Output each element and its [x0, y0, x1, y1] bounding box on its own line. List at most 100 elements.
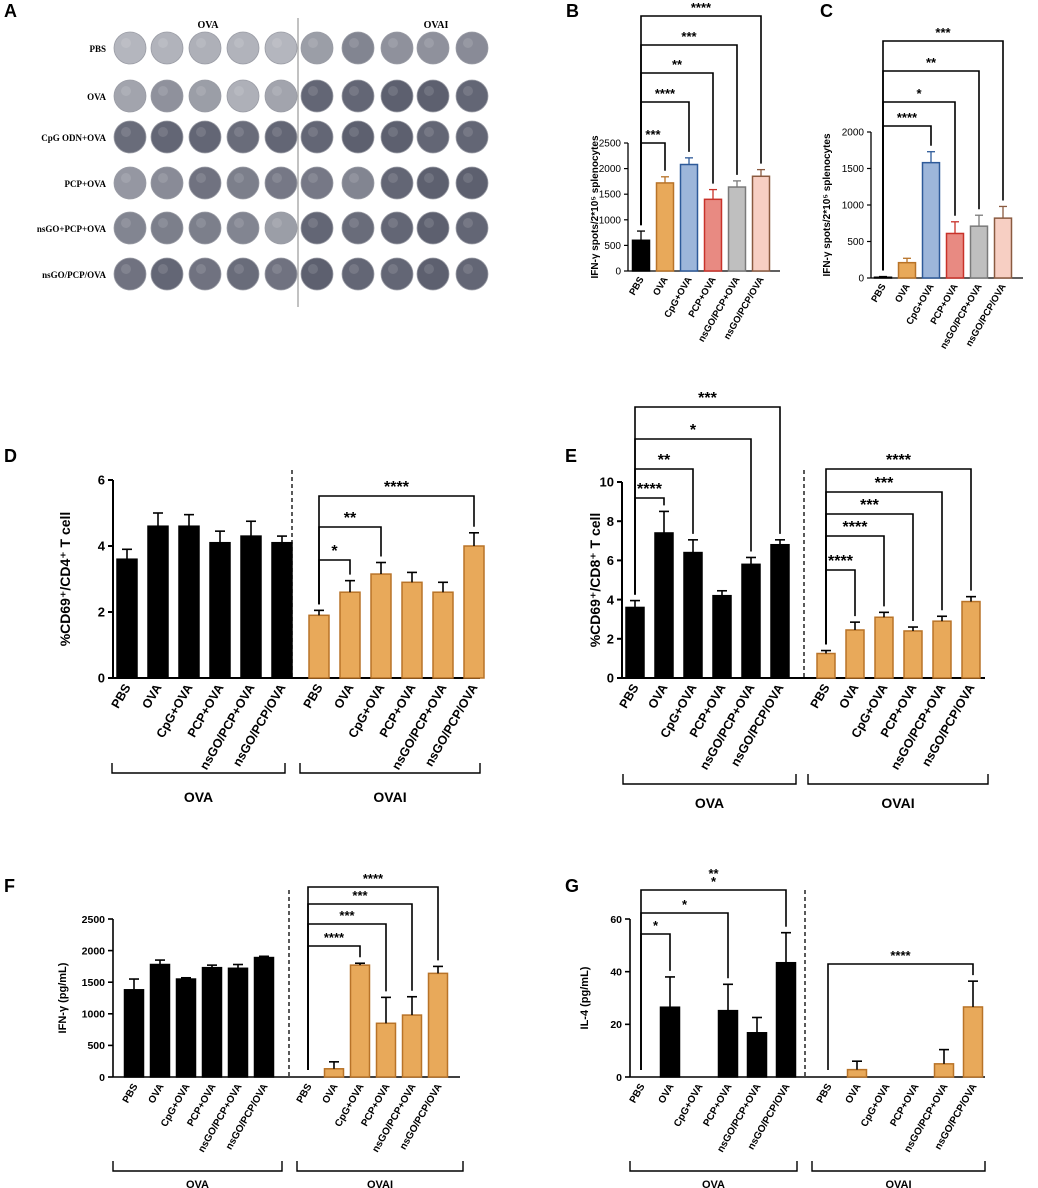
y-tick-label: 60	[610, 914, 622, 926]
plate-well	[113, 120, 147, 154]
plate-row-label: OVA	[87, 92, 106, 102]
plate-well	[226, 257, 260, 291]
significance-bracket	[825, 513, 914, 645]
x-tick-label: OVA	[147, 1082, 167, 1106]
plate-well-highlight	[388, 127, 398, 137]
group-bracket	[807, 774, 989, 785]
plate-well-highlight	[463, 127, 473, 137]
group-label: OVAI	[881, 795, 914, 811]
bar	[846, 1068, 868, 1078]
plate-well	[341, 31, 375, 65]
bar	[631, 239, 651, 272]
y-tick-label: 0	[858, 274, 864, 285]
plate-well-highlight	[424, 86, 434, 96]
group-label: OVAI	[367, 1179, 393, 1188]
bar	[679, 163, 699, 272]
plate-header-ova: OVA	[198, 20, 220, 31]
bar	[116, 558, 138, 679]
plate-well-highlight	[272, 86, 282, 96]
panel-a: A OVA OVAI PBS OVA CpG ODN+OVA PCP+OVA nsGO+PCP…	[4, 1, 489, 307]
y-tick-label: 2000	[82, 945, 106, 957]
plate-well	[188, 166, 222, 200]
plate-well-highlight	[121, 38, 131, 48]
significance-stars: ****	[897, 110, 918, 125]
significance-stars: ***	[645, 127, 661, 142]
significance-stars: ****	[843, 519, 869, 536]
y-tick-label: 1000	[599, 215, 622, 226]
bar	[178, 525, 200, 679]
bar	[654, 532, 674, 679]
plate-well-highlight	[272, 218, 282, 228]
x-tick-label: PCP+OVA	[888, 1082, 921, 1129]
y-axis-label: %CD69⁺/CD8⁺ T cell	[587, 513, 603, 648]
panel-c: C 0 500 1000 1500 2000 IFN-γ spots/2*10⁵ splen…	[820, 1, 1023, 351]
significance-stars: ****	[384, 479, 410, 496]
plate-well-highlight	[349, 218, 359, 228]
plate-well-highlight	[196, 127, 206, 137]
plate-well-highlight	[158, 173, 168, 183]
plate-well	[188, 31, 222, 65]
bar	[427, 972, 449, 1078]
significance-stars: **	[672, 57, 683, 72]
bar	[655, 182, 675, 272]
x-tick-label: CpG+OVA	[672, 1082, 705, 1129]
plate-well	[300, 211, 334, 245]
significance-bracket	[827, 963, 974, 1070]
plate-well-highlight	[196, 86, 206, 96]
x-tick-label: PBS	[808, 682, 833, 711]
x-tick-label: PBS	[617, 682, 642, 711]
plate-well	[150, 166, 184, 200]
plate-well-highlight	[463, 86, 473, 96]
y-axis-label: IL-4 (pg/mL)	[579, 966, 591, 1029]
plate-well-highlight	[196, 38, 206, 48]
significance-stars: **	[344, 510, 357, 527]
y-tick-label: 0	[98, 671, 105, 686]
plate-well	[455, 166, 489, 200]
significance-stars: ****	[691, 0, 712, 15]
plate-well	[188, 211, 222, 245]
significance-bracket	[882, 101, 956, 271]
bar	[659, 1006, 681, 1078]
plate-well	[341, 79, 375, 113]
y-tick-label: 2000	[842, 128, 865, 139]
bar	[816, 652, 836, 679]
plate-well	[264, 120, 298, 154]
group-label: OVA	[702, 1179, 725, 1188]
bar	[227, 967, 249, 1078]
bar	[903, 630, 923, 679]
group-bracket	[111, 763, 286, 774]
plate-well	[264, 79, 298, 113]
plate-well-highlight	[463, 38, 473, 48]
bar	[932, 620, 952, 679]
plate-well-highlight	[349, 173, 359, 183]
significance-bracket	[825, 468, 972, 645]
significance-stars: **	[926, 55, 937, 70]
significance-stars: *	[690, 422, 697, 439]
x-tick-label: OVA	[844, 1082, 864, 1106]
x-tick-label: OVA	[645, 682, 670, 712]
y-tick-label: 8	[607, 514, 614, 529]
bar	[874, 616, 894, 679]
bar	[375, 1022, 397, 1078]
bar	[271, 541, 293, 679]
significance-bracket	[640, 72, 714, 226]
y-tick-label: 2	[607, 631, 614, 646]
plate-well-highlight	[234, 218, 244, 228]
plate-well	[300, 166, 334, 200]
plate-row-label: PCP+OVA	[65, 179, 107, 189]
plate-well	[188, 79, 222, 113]
plate-well-highlight	[388, 264, 398, 274]
plate-well	[226, 166, 260, 200]
plate-well-highlight	[349, 86, 359, 96]
plate-well	[226, 79, 260, 113]
plate-well-highlight	[463, 218, 473, 228]
bar	[961, 600, 981, 679]
bar	[712, 594, 732, 679]
y-tick-label: 20	[610, 1019, 622, 1031]
plate-well-highlight	[349, 38, 359, 48]
bar	[775, 961, 797, 1078]
plate-well	[380, 257, 414, 291]
plate-well-highlight	[388, 86, 398, 96]
bar	[149, 963, 171, 1078]
